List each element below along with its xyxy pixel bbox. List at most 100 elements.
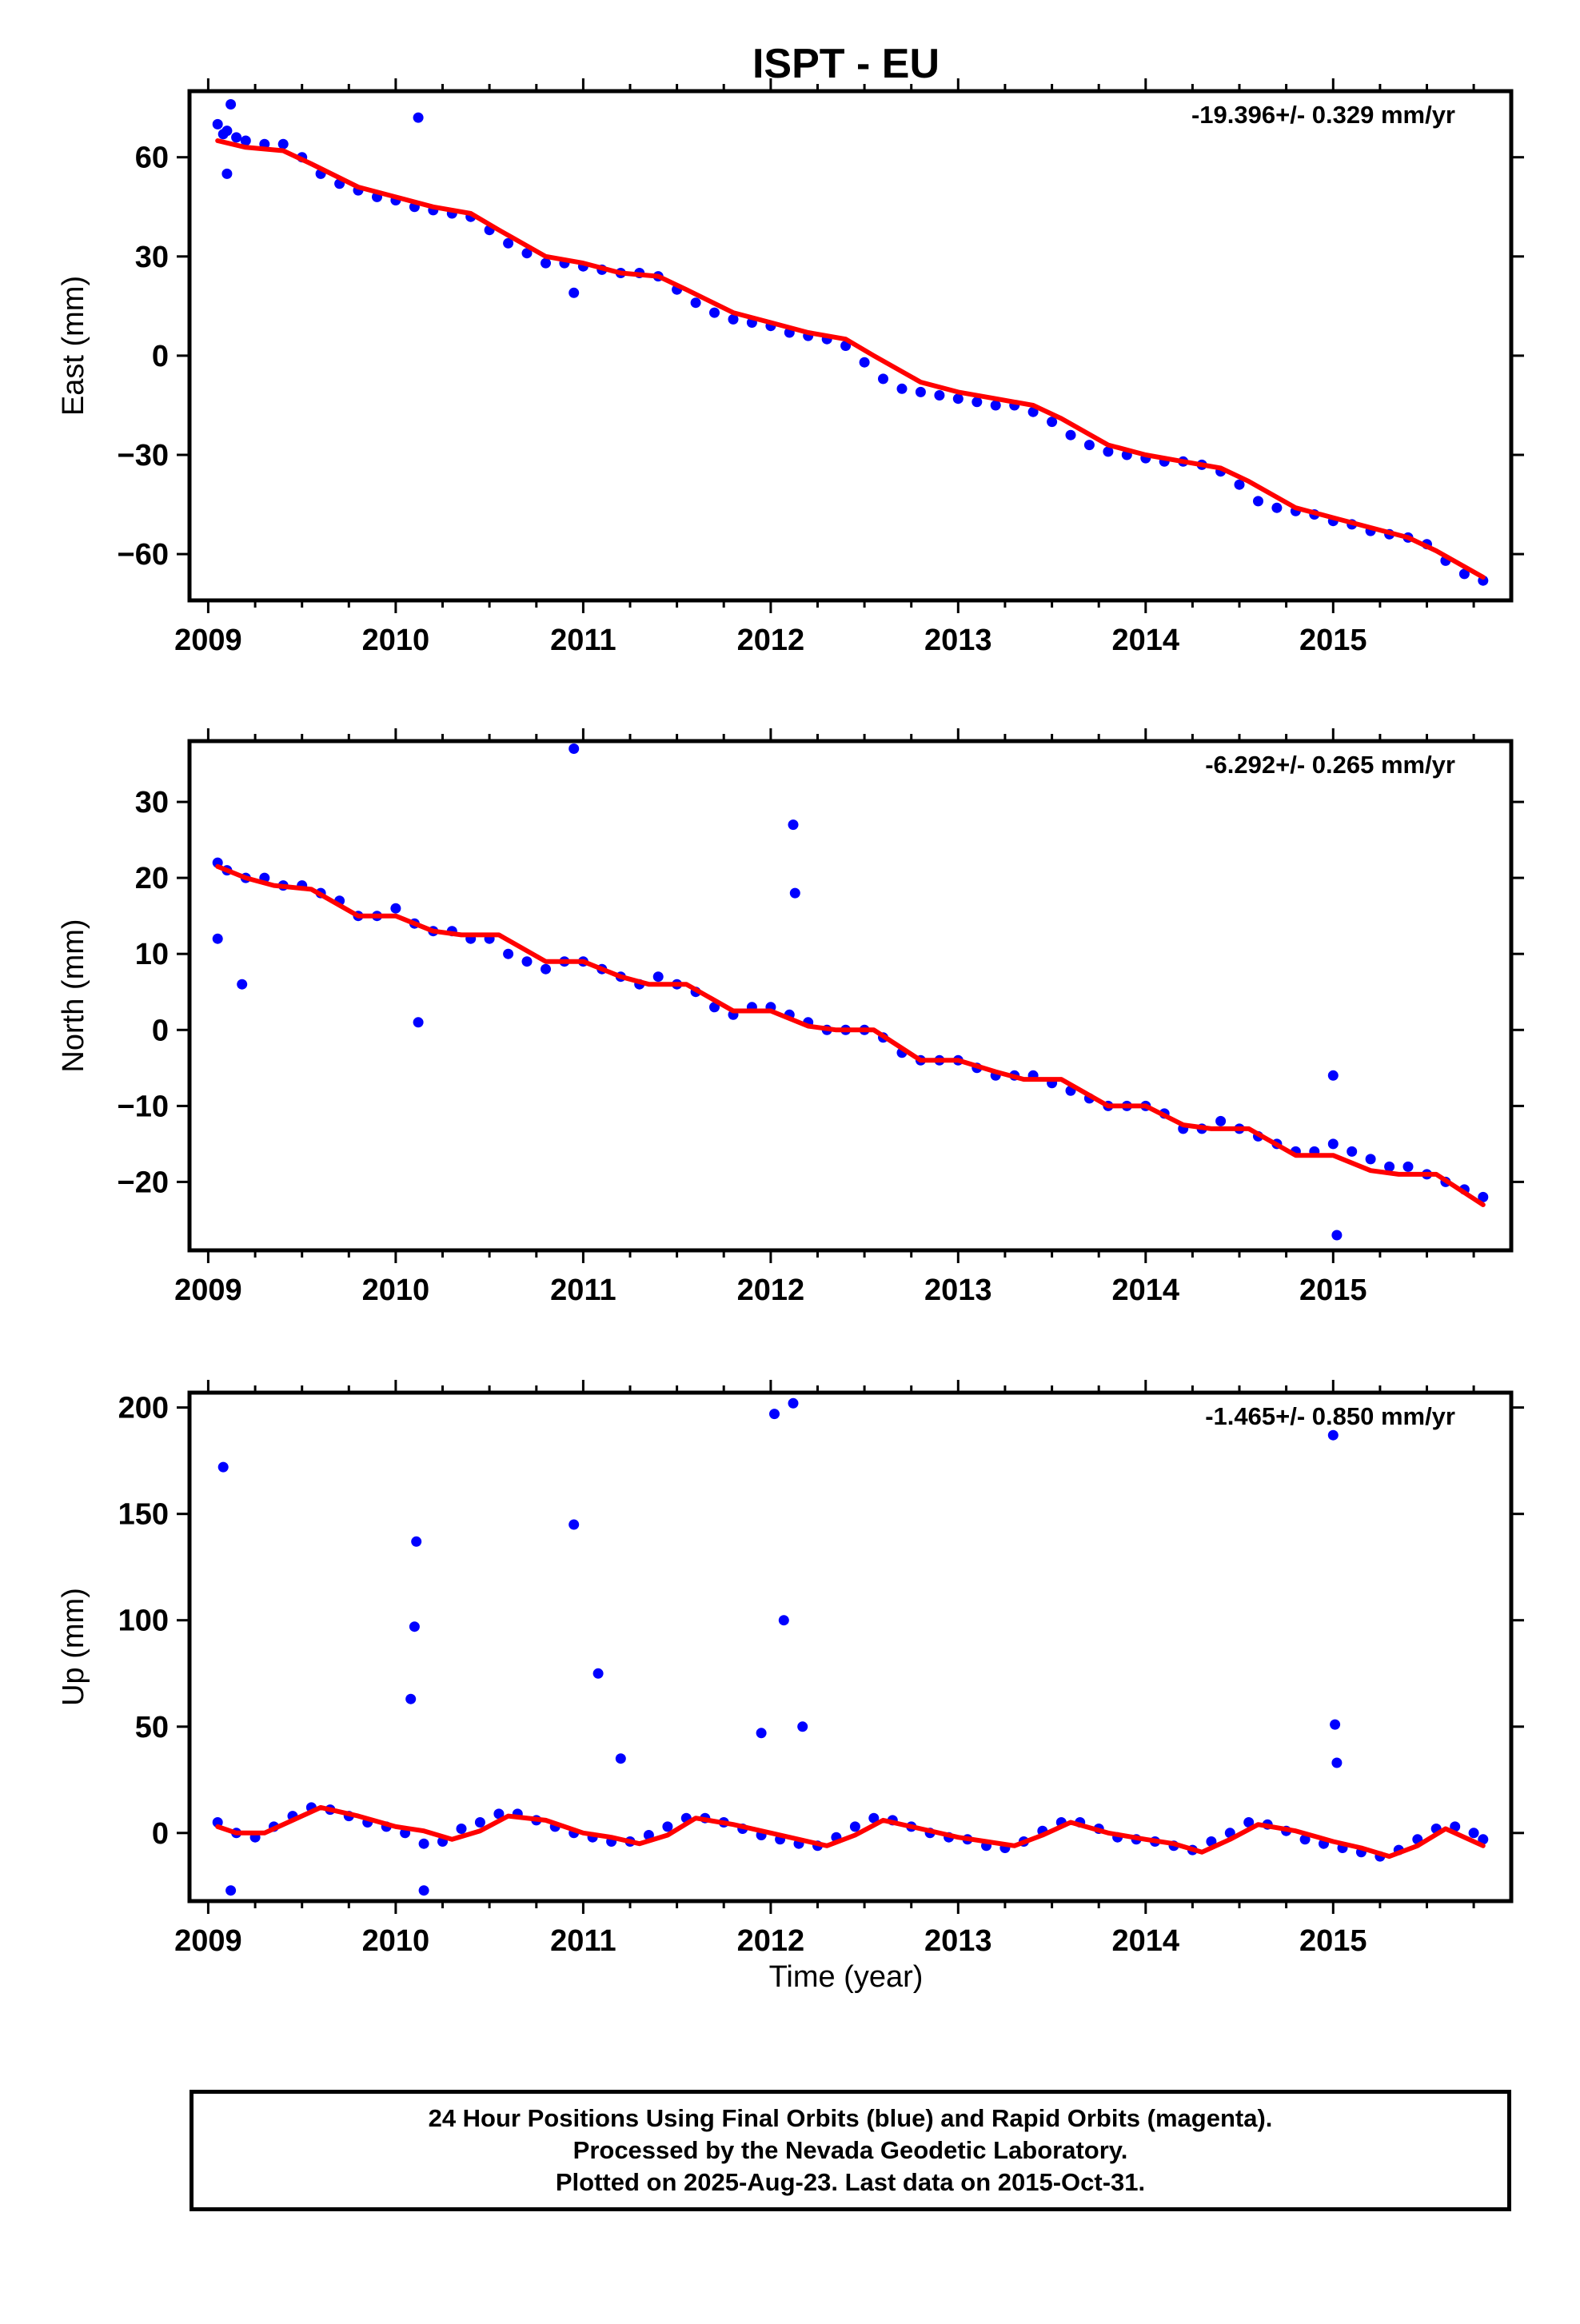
- data-point: [521, 956, 533, 967]
- y-tick-label: 150: [118, 1498, 169, 1532]
- x-tick-label: 2015: [1299, 1274, 1367, 1307]
- data-point: [1347, 1146, 1358, 1157]
- y-tick-label: 100: [118, 1604, 169, 1638]
- data-point: [1458, 568, 1470, 580]
- model-fit-line: [215, 1804, 1486, 1860]
- y-tick-label: 60: [135, 142, 169, 175]
- data-point: [1253, 496, 1263, 507]
- x-axis-title: Time (year): [769, 1960, 924, 1994]
- data-point: [521, 248, 533, 259]
- data-point: [221, 168, 233, 179]
- data-point: [1402, 1161, 1414, 1172]
- data-point: [652, 971, 664, 983]
- x-tick-label: 2013: [924, 624, 992, 657]
- data-point: [225, 99, 237, 110]
- data-point: [569, 743, 580, 754]
- model-fit-line: [215, 863, 1486, 1207]
- model-fit-line: [215, 138, 1486, 580]
- data-point: [225, 1885, 237, 1896]
- data-point: [277, 138, 289, 149]
- panel-frame: [187, 89, 1514, 603]
- y-tick-label: 30: [135, 241, 169, 274]
- data-point: [1365, 1154, 1376, 1165]
- panel-frame: [187, 1390, 1514, 1903]
- y-tick-label: −60: [118, 538, 169, 572]
- x-tick-label: 2009: [174, 624, 242, 657]
- x-tick-label: 2014: [1112, 1274, 1180, 1307]
- data-point: [503, 237, 514, 249]
- panel-north: 2009 2010 2011 2012 2013 2014 20153020100−10−2…: [57, 728, 1524, 1307]
- footer-line-1: 24 Hour Positions Using Final Orbits (bl…: [428, 2104, 1273, 2132]
- data-point: [240, 135, 251, 146]
- data-point: [778, 1615, 789, 1626]
- y-axis-label: Up (mm): [57, 1588, 90, 1706]
- positions-points: [212, 743, 1489, 1241]
- panel-up: 2009 2010 2011 2012 2013 2014 2015 200 150 100 50 0…: [57, 1380, 1524, 1958]
- data-point: [868, 1812, 880, 1824]
- data-point: [1083, 440, 1095, 451]
- velocity-annotation: -19.396+/- 0.329 mm/yr: [1191, 101, 1455, 129]
- data-point: [212, 118, 223, 130]
- data-point: [237, 979, 248, 990]
- y-tick-label: −20: [118, 1166, 169, 1199]
- footer-line-3: Plotted on 2025-Aug-23. Last data on 201…: [555, 2168, 1146, 2196]
- x-tick-label: 2015: [1299, 1924, 1367, 1958]
- panel-east: 2009 2010 2011 2012 2013 2014 2015 60 30 0 −30 −60 E…: [57, 78, 1524, 657]
- positions-points: [212, 1397, 1489, 1896]
- data-point: [1027, 406, 1039, 417]
- y-tick-label: 200: [118, 1392, 169, 1425]
- x-tick-label: 2011: [550, 624, 616, 657]
- y-tick-label: 20: [135, 862, 169, 895]
- data-point: [418, 1885, 429, 1896]
- data-point: [221, 126, 233, 137]
- x-tick-label: 2010: [362, 1274, 430, 1307]
- y-axis-label: East (mm): [57, 276, 90, 416]
- data-point: [1327, 1138, 1339, 1150]
- data-point: [788, 819, 799, 831]
- x-tick-label: 2013: [924, 1274, 992, 1307]
- velocity-annotation: -6.292+/- 0.265 mm/yr: [1205, 751, 1455, 779]
- x-tick-label: 2014: [1112, 1924, 1180, 1958]
- data-point: [1384, 1161, 1395, 1172]
- data-point: [972, 397, 983, 408]
- data-point: [878, 373, 888, 385]
- data-point: [1331, 1757, 1343, 1768]
- data-point: [849, 1821, 860, 1832]
- y-tick-label: 0: [152, 1014, 169, 1047]
- data-point: [1468, 1828, 1479, 1839]
- x-tick-label: 2011: [550, 1924, 616, 1958]
- y-tick-label: 30: [135, 786, 169, 819]
- x-tick-label: 2009: [174, 1924, 242, 1958]
- data-point: [1327, 1429, 1339, 1441]
- data-point: [413, 112, 424, 123]
- velocity-annotation: -1.465+/- 0.850 mm/yr: [1205, 1402, 1455, 1430]
- data-point: [756, 1728, 767, 1739]
- footer-caption-box: 24 Hour Positions Using Final Orbits (bl…: [190, 2090, 1511, 2211]
- data-point: [952, 393, 964, 405]
- data-point: [1243, 1817, 1255, 1828]
- data-point: [990, 400, 1001, 411]
- y-tick-label: 0: [152, 1817, 169, 1851]
- data-point: [896, 383, 908, 394]
- x-tick-label: 2014: [1112, 624, 1180, 657]
- data-point: [212, 933, 223, 944]
- data-point: [615, 1753, 626, 1764]
- x-tick-label: 2010: [362, 624, 430, 657]
- y-axis-label: North (mm): [57, 919, 90, 1072]
- data-point: [592, 1668, 604, 1679]
- x-tick-label: 2012: [737, 1274, 805, 1307]
- figure-title: ISPT - EU: [752, 41, 940, 87]
- data-point: [413, 1017, 424, 1028]
- data-point: [690, 297, 701, 309]
- x-tick-label: 2009: [174, 1274, 242, 1307]
- data-point: [859, 357, 870, 368]
- data-point: [1271, 502, 1283, 513]
- data-point: [1330, 1719, 1341, 1730]
- data-point: [1065, 429, 1076, 440]
- y-tick-label: −30: [118, 439, 169, 472]
- data-point: [709, 1002, 720, 1013]
- x-tick-label: 2010: [362, 1924, 430, 1958]
- data-point: [409, 1621, 420, 1632]
- data-point: [1327, 1070, 1339, 1081]
- data-point: [493, 1808, 505, 1820]
